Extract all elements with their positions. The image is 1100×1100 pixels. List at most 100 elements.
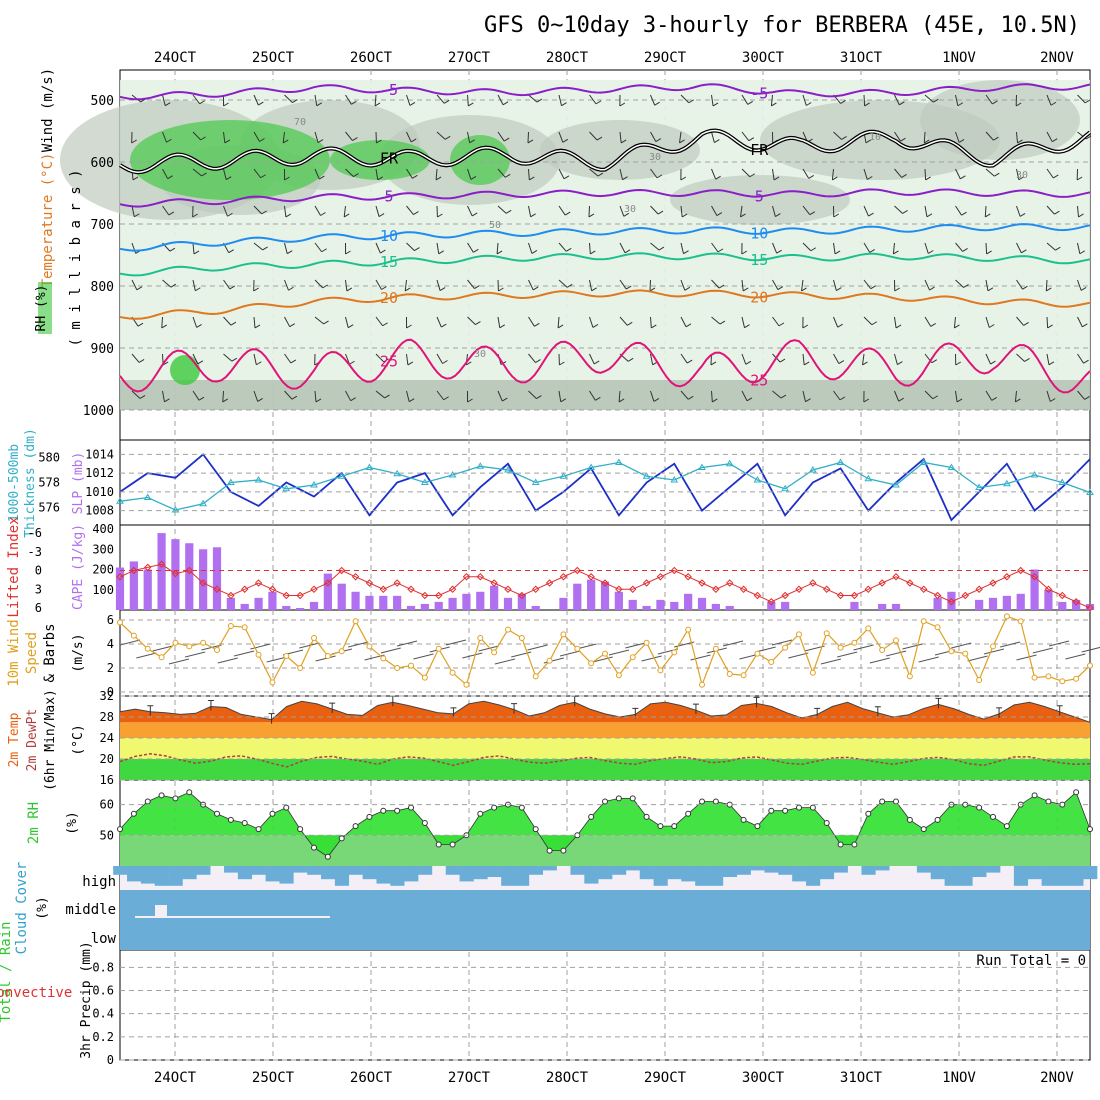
wind-barb-flag	[836, 287, 842, 292]
wind-barb	[589, 316, 594, 328]
thickness-marker	[975, 483, 984, 490]
wind-tick-label: 4	[107, 637, 114, 651]
wind-barb-flag	[317, 139, 324, 143]
thickness-marker	[1086, 488, 1094, 495]
wind-barb-flag	[958, 138, 965, 143]
wind-barb	[802, 353, 805, 365]
wind-barb-flag	[595, 100, 602, 105]
wind-barb-flag	[741, 250, 748, 255]
wind-barb	[161, 316, 163, 329]
wind-speed-marker	[920, 618, 927, 625]
wind-barb	[772, 242, 778, 254]
cloud-high-bar	[528, 866, 544, 875]
cloud-high-bar	[792, 866, 807, 882]
wind-barb	[436, 390, 445, 401]
wind-barb	[152, 645, 173, 652]
thickness-marker	[448, 471, 457, 478]
cloud-high-bar	[709, 866, 724, 886]
wind-barb-flag	[834, 250, 841, 255]
wind-barb	[253, 168, 262, 179]
cloud-high-bar	[348, 866, 363, 875]
wind-barb-flag	[688, 99, 695, 104]
wind-barb	[375, 353, 385, 363]
t2-band-green	[120, 759, 1090, 780]
wind-barb	[985, 316, 990, 328]
li-marker	[545, 579, 554, 587]
rh2-marker	[823, 820, 830, 826]
wind-barb	[314, 279, 324, 289]
cloud-high-bar	[487, 866, 502, 877]
cloud-high-bar	[1027, 866, 1042, 880]
wind-barb	[413, 653, 434, 660]
wind-barb-flag	[353, 173, 359, 178]
li-marker	[698, 579, 706, 587]
wind-speed-marker	[768, 659, 775, 665]
wind-barb-flag	[744, 324, 750, 329]
wind-barb-flag	[529, 176, 535, 181]
wind-barb	[299, 642, 320, 649]
wind-barb	[131, 242, 137, 254]
wind-barb	[680, 390, 689, 400]
cape-bar	[670, 601, 679, 610]
wind-barb	[924, 242, 929, 254]
wind-barb-flag	[622, 176, 628, 181]
wind-barb-flag	[346, 287, 353, 292]
li-marker	[892, 573, 900, 581]
wind-barb	[192, 353, 199, 365]
cape-bar	[1085, 603, 1095, 610]
wind-barb-flag	[438, 250, 445, 255]
wind-barb-flag	[894, 287, 900, 292]
date-label-top: 27OCT	[448, 50, 491, 66]
wind-barb	[558, 94, 563, 106]
wind-barb	[136, 652, 157, 659]
wind-barb	[985, 390, 993, 401]
wind-barb	[619, 242, 626, 254]
thickness-marker	[1030, 471, 1039, 478]
rh2-marker	[338, 835, 345, 842]
li-marker	[587, 573, 595, 581]
wind-speed-marker	[477, 635, 484, 641]
wind-barb	[955, 279, 964, 288]
cape-bar	[143, 569, 152, 610]
cape-bar	[711, 603, 720, 610]
wind-speed-marker	[311, 635, 317, 641]
wind-barb	[406, 94, 411, 106]
wind-speed-marker	[144, 645, 151, 652]
cloud-high-bar	[722, 866, 738, 877]
wind-speed-marker	[394, 665, 401, 671]
wind-barb-flag	[657, 210, 664, 215]
wind-barb-flag	[619, 102, 626, 107]
rh2-marker	[934, 816, 941, 823]
rh-shading-gray	[920, 80, 1080, 160]
wind-barb-flag	[1053, 174, 1059, 179]
wind-barb-flag	[715, 175, 721, 180]
thickness-marker	[476, 462, 485, 469]
wind-barb	[253, 131, 260, 142]
li-marker	[642, 579, 651, 587]
wind-barb	[837, 651, 858, 658]
wind-speed-marker	[491, 649, 498, 656]
li-marker	[601, 579, 609, 587]
wind-barb	[314, 131, 319, 143]
wind-barb-flag	[1047, 324, 1053, 329]
wind-barb	[162, 131, 167, 143]
wind-barb	[436, 353, 443, 364]
t2-tick-label: 16	[100, 773, 114, 787]
li-marker	[947, 598, 956, 606]
wind-barb	[650, 131, 657, 142]
wind-barb-flag	[710, 361, 717, 366]
wind-barb	[863, 279, 872, 289]
wind-barb	[833, 353, 840, 364]
wind-barb-flag	[197, 360, 204, 365]
wind-barb	[253, 390, 259, 402]
wind-barb-flag	[563, 175, 570, 180]
thickness-marker	[337, 472, 346, 479]
wind-barb	[804, 645, 825, 652]
wind-speed-marker	[297, 665, 304, 671]
contour-label: 5	[755, 188, 764, 206]
cloud-gap	[155, 905, 167, 917]
wind-barb-flag	[259, 138, 265, 142]
wind-barb	[192, 279, 196, 291]
wind-barb-flag	[474, 285, 480, 289]
